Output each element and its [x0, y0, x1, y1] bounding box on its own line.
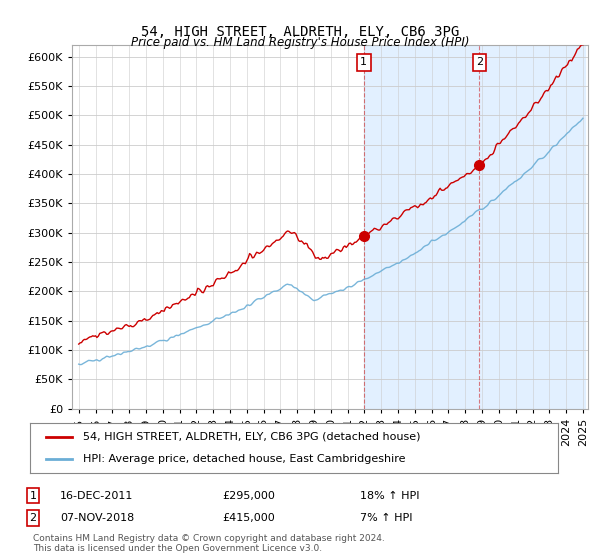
Text: 54, HIGH STREET, ALDRETH, ELY, CB6 3PG (detached house): 54, HIGH STREET, ALDRETH, ELY, CB6 3PG (…: [83, 432, 420, 442]
Text: 18% ↑ HPI: 18% ↑ HPI: [360, 491, 419, 501]
Text: 16-DEC-2011: 16-DEC-2011: [60, 491, 133, 501]
Text: 7% ↑ HPI: 7% ↑ HPI: [360, 513, 413, 523]
Text: 07-NOV-2018: 07-NOV-2018: [60, 513, 134, 523]
Text: 2: 2: [476, 58, 483, 67]
Text: 1: 1: [360, 58, 367, 67]
Text: £415,000: £415,000: [222, 513, 275, 523]
Text: 2: 2: [29, 513, 37, 523]
Text: £295,000: £295,000: [222, 491, 275, 501]
Text: Contains HM Land Registry data © Crown copyright and database right 2024.
This d: Contains HM Land Registry data © Crown c…: [33, 534, 385, 553]
Text: HPI: Average price, detached house, East Cambridgeshire: HPI: Average price, detached house, East…: [83, 454, 406, 464]
Text: 1: 1: [29, 491, 37, 501]
Text: Price paid vs. HM Land Registry's House Price Index (HPI): Price paid vs. HM Land Registry's House …: [131, 36, 469, 49]
Text: 54, HIGH STREET, ALDRETH, ELY, CB6 3PG: 54, HIGH STREET, ALDRETH, ELY, CB6 3PG: [141, 25, 459, 39]
Bar: [364, 45, 584, 409]
